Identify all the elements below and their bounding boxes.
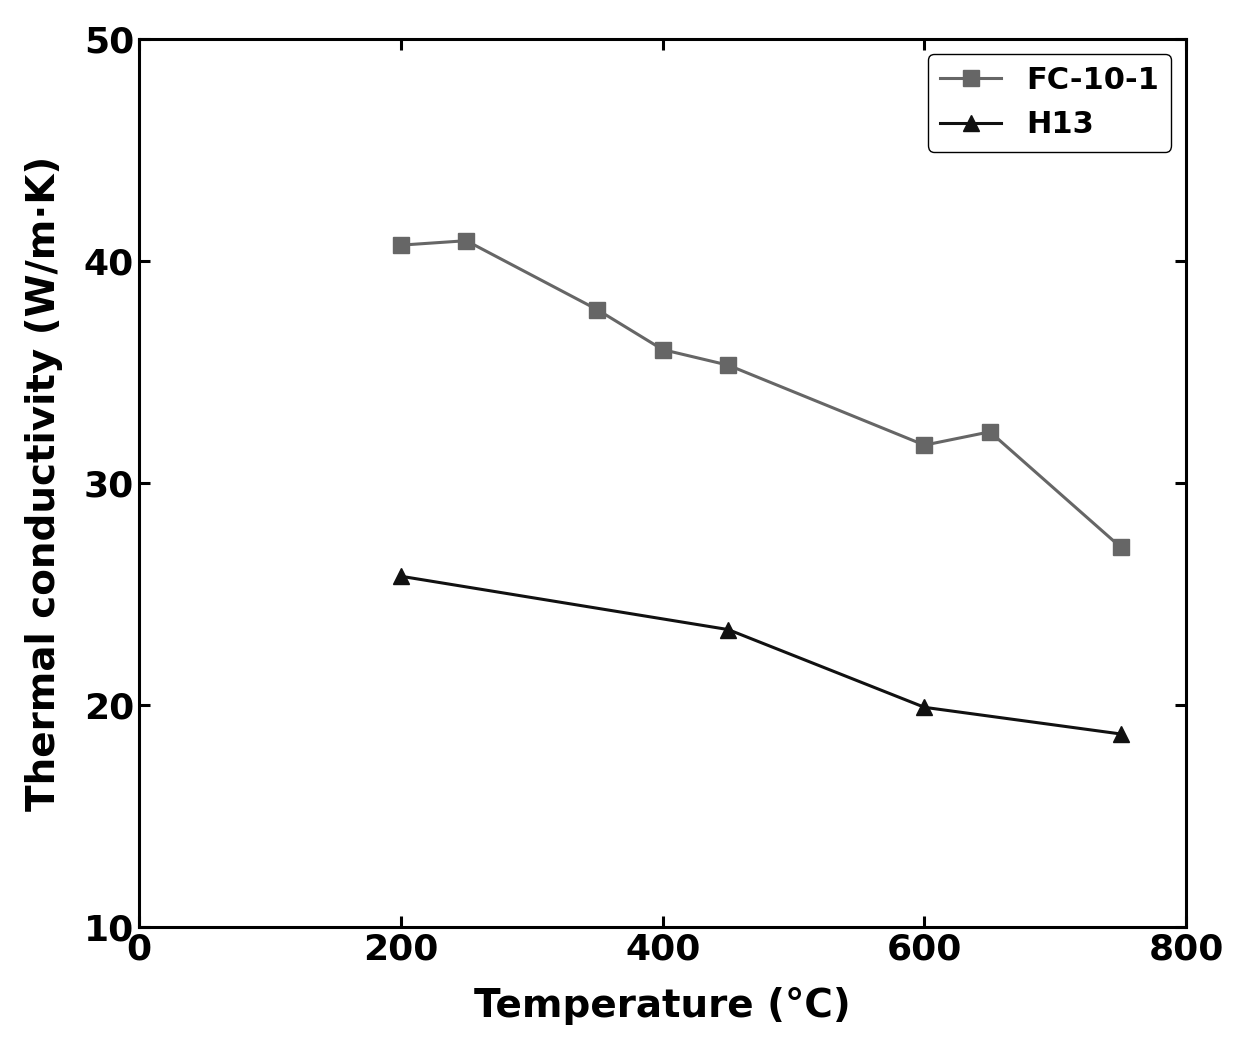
H13 — [1113, 728, 1128, 740]
Legend: FC-10-1, H13: FC-10-1, H13 — [928, 54, 1172, 151]
Line: H13: H13 — [393, 569, 1129, 741]
Y-axis label: Thermal conductivity (W/m·K): Thermal conductivity (W/m·K) — [25, 155, 62, 811]
FC-10-1 — [656, 343, 671, 356]
H13 — [917, 701, 932, 714]
FC-10-1 — [1113, 541, 1128, 553]
FC-10-1 — [458, 234, 473, 247]
Line: FC-10-1: FC-10-1 — [393, 233, 1129, 555]
FC-10-1 — [917, 439, 932, 452]
H13 — [721, 624, 736, 636]
FC-10-1 — [590, 303, 605, 316]
H13 — [393, 570, 408, 583]
FC-10-1 — [721, 359, 736, 372]
FC-10-1 — [393, 238, 408, 251]
X-axis label: Temperature (°C): Temperature (°C) — [475, 987, 851, 1025]
FC-10-1 — [983, 425, 998, 438]
